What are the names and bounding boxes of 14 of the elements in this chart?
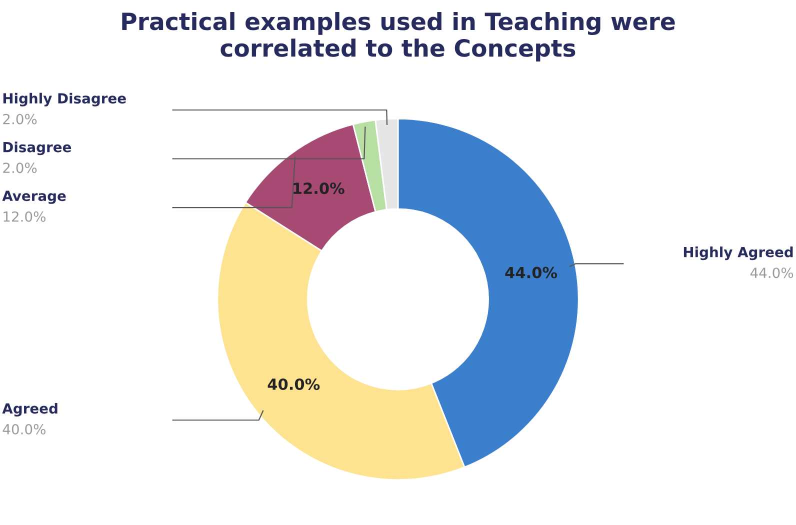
data-label: 40.0% bbox=[268, 378, 320, 390]
slice-label: Highly Disagree bbox=[3, 92, 126, 106]
text: 40.0% bbox=[2, 424, 46, 434]
data-label: 44.0% bbox=[505, 266, 558, 278]
chart-title: Practical examples used in Teaching were correlated to the Concepts bbox=[122, 12, 675, 62]
text: 12.0% bbox=[4, 211, 46, 222]
text: 44.0% bbox=[750, 268, 794, 278]
data-label: 2.0% bbox=[3, 162, 37, 174]
slice-label: Average bbox=[2, 190, 66, 204]
data-label: 2.0% bbox=[3, 114, 37, 124]
slice-label: Disagree bbox=[3, 142, 72, 156]
data-label: 12.0% bbox=[294, 182, 344, 194]
slice-label: Highly Agreed bbox=[684, 246, 793, 260]
slice-label: Agreed bbox=[2, 402, 58, 417]
